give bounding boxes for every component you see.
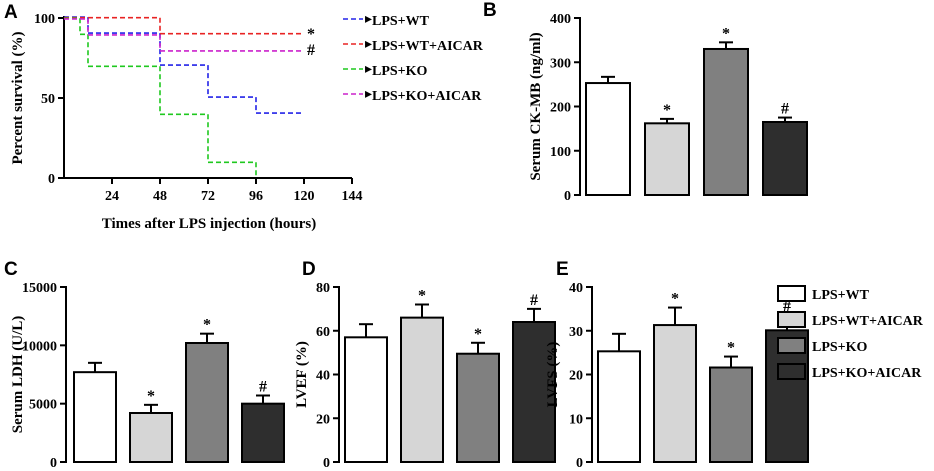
legend-label: LPS+KO+AICAR [372,89,482,104]
significance-label: # [781,101,789,118]
survival-curve-lps-wt-aicar [64,16,304,35]
panel-b-ckmb-chart: B 0 100 200 300 400 Serum CK-MB (ng/ml) * * # [483,0,808,204]
legend-label: LPS+KO+AICAR [812,366,922,381]
significance-label: # [530,292,538,309]
y-tick-label: 20 [569,369,583,384]
panel-letter-e: E [556,259,569,280]
y-tick-label: 60 [316,325,330,340]
bar-lps-ko [185,342,229,463]
bar-lps-wt [597,350,641,463]
y-axis-title: Serum CK-MB (ng/ml) [528,32,544,180]
panel-d-lvef-chart: D 0 20 40 60 80 LVEF (%) * * # [294,259,556,471]
legend-label: LPS+WT+AICAR [812,314,924,329]
y-tick-label: 40 [316,369,330,384]
survival-curve-lps-ko [64,17,257,179]
significance-label: * [671,291,679,308]
significance-label: * [722,25,730,42]
panel-letter-a: A [4,2,18,23]
legend-arrow: ▸ [365,37,372,52]
legend-label: LPS+KO [372,64,428,79]
legend-label: LPS+WT [372,14,430,29]
significance-label: * [147,388,155,405]
y-axis-title: LVFS (%) [545,342,561,408]
bar-lps-ko [703,47,749,196]
bar-lps-wt [344,336,388,463]
bar-lps-wt-aicar [653,324,697,463]
legend-arrow: ▸ [365,62,372,77]
legend-swatch [777,337,806,354]
survival-curve-lps-wt [64,16,304,114]
y-tick-label: 50 [41,92,55,107]
y-axis-title: Percent survival (%) [10,31,26,164]
legend-label: LPS+WT [812,288,870,303]
y-tick-label: 80 [316,281,330,296]
y-tick-label: 100 [34,12,55,27]
y-tick-label: 0 [50,456,57,471]
legend-swatch [777,363,806,380]
bar-lps-ko-aicar [241,402,285,463]
x-tick-label: 144 [342,189,363,204]
y-tick-label: 20 [316,412,330,427]
panel-letter-d: D [302,259,316,280]
y-tick-label: 0 [323,456,330,471]
significance-label: # [259,379,267,396]
legend-label: LPS+KO [812,340,868,355]
panel-letter-c: C [4,259,18,280]
legend-label: LPS+WT+AICAR [372,39,484,54]
significance-label: * [474,326,482,343]
y-tick-label: 40 [569,281,583,296]
legend-arrow: ▸ [365,87,372,102]
survival-curve-lps-ko-aicar [64,18,304,52]
y-tick-label: 100 [550,145,571,160]
significance-label: * [418,288,426,305]
survival-significance-mark: * [307,26,315,43]
legend-swatch [777,285,806,302]
y-axis-title: Serum LDH (U/L) [10,316,26,434]
y-tick-label: 5000 [29,398,57,413]
bar-lps-wt-aicar [129,412,173,463]
legend-arrow: ▸ [365,12,372,27]
bar-lps-wt [73,371,117,463]
y-axis-title: LVEF (%) [294,341,310,408]
y-tick-label: 400 [550,12,571,27]
x-tick-label: 24 [105,189,119,204]
significance-label: # [783,298,791,315]
y-tick-label: 300 [550,56,571,71]
x-tick-label: 96 [249,189,263,204]
y-tick-label: 30 [569,325,583,340]
x-tick-label: 48 [153,189,167,204]
x-axis-title: Times after LPS injection (hours) [102,216,316,232]
bar-lps-wt-aicar [400,316,444,463]
bar-lps-wt-aicar [644,122,690,196]
y-tick-label: 10 [569,412,583,427]
x-tick-label: 120 [294,189,315,204]
panel-e-lvfs-chart: E 0 10 20 30 40 LVFS (%) * * # [545,259,809,471]
bar-legend: LPS+WT LPS+WT+AICAR LPS+KO LPS+KO+AICAR [777,285,924,381]
y-tick-label: 0 [48,172,55,187]
y-tick-label: 200 [550,101,571,116]
bar-lps-ko [456,352,500,463]
bar-lps-ko-aicar [512,321,556,463]
y-tick-label: 0 [576,456,583,471]
panel-c-ldh-chart: C 0 5000 10000 15000 Serum LDH (U/L) * * # [4,259,285,471]
significance-label: * [727,340,735,357]
bar-lps-wt [585,82,631,196]
significance-label: * [663,102,671,119]
legend-swatch [777,311,806,328]
bar-lps-ko-aicar [762,120,808,196]
panel-a-survival-chart: A 0 50 100 24 48 72 96 120 144 Times after LPS inj… [4,2,484,232]
x-tick-label: 72 [201,189,215,204]
y-tick-label: 0 [564,189,571,204]
panel-letter-b: B [483,0,497,21]
y-tick-label: 10000 [22,339,57,354]
bar-lps-ko [709,366,753,463]
y-tick-label: 15000 [22,281,57,296]
survival-significance-mark: # [307,42,315,59]
significance-label: * [203,317,211,334]
